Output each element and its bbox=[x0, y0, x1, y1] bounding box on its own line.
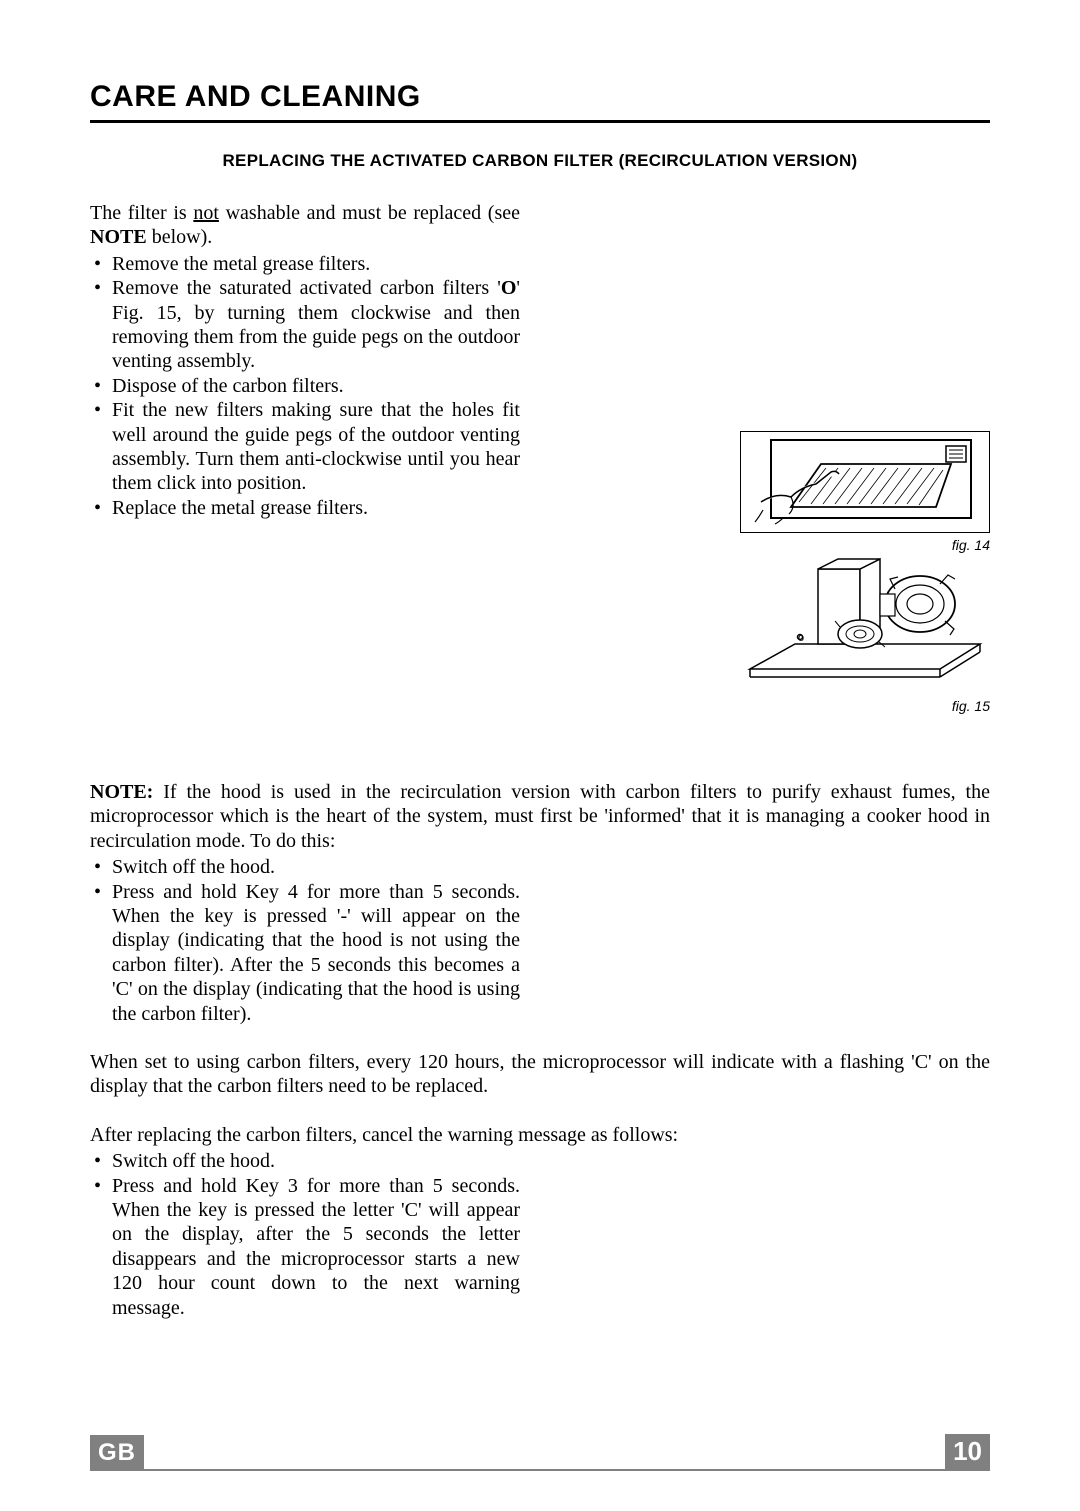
note-paragraph: NOTE: If the hood is used in the recircu… bbox=[90, 780, 990, 853]
fig14-svg bbox=[741, 432, 991, 527]
right-column: fig. 14 bbox=[550, 201, 990, 520]
list-item: Press and hold Key 4 for more than 5 sec… bbox=[90, 880, 520, 1026]
intro-paragraph: The filter is not washable and must be r… bbox=[90, 201, 520, 250]
page-container: CARE AND CLEANING REPLACING THE ACTIVATE… bbox=[0, 0, 1080, 1511]
steps-list-c: Switch off the hood. Press and hold Key … bbox=[90, 1149, 520, 1320]
note-label: NOTE: bbox=[90, 781, 153, 803]
footer-country-code: GB bbox=[90, 1435, 144, 1469]
paragraph-c: When set to using carbon filters, every … bbox=[90, 1050, 990, 1099]
figure-14: fig. 14 bbox=[740, 431, 990, 553]
footer-rule bbox=[90, 1469, 990, 1471]
list-item: Replace the metal grease filters. bbox=[90, 496, 520, 520]
list-item-text: Remove the saturated activated carbon fi… bbox=[112, 277, 520, 372]
figure-15: o fig. 15 bbox=[740, 549, 990, 714]
intro-post: washable and must be replaced (see bbox=[219, 202, 520, 224]
o-marker: o bbox=[798, 632, 804, 644]
list-item: Switch off the hood. bbox=[90, 855, 520, 879]
o-label: O bbox=[501, 277, 517, 299]
intro-note-word: NOTE bbox=[90, 226, 147, 248]
steps-list-b: Switch off the hood. Press and hold Key … bbox=[90, 855, 520, 1026]
page-footer: GB 10 bbox=[90, 1469, 990, 1471]
intro-post2: below). bbox=[147, 226, 213, 248]
left-column: The filter is not washable and must be r… bbox=[90, 201, 520, 520]
list-item: Switch off the hood. bbox=[90, 1149, 520, 1173]
intro-pre: The filter is bbox=[90, 202, 193, 224]
sub-heading: REPLACING THE ACTIVATED CARBON FILTER (R… bbox=[90, 151, 990, 171]
footer-page-number: 10 bbox=[945, 1434, 990, 1469]
list-item: Fit the new filters making sure that the… bbox=[90, 398, 520, 496]
fig15-svg: o bbox=[740, 549, 990, 689]
list-item: Remove the saturated activated carbon fi… bbox=[90, 276, 520, 374]
intro-not: not bbox=[193, 202, 219, 224]
main-heading: CARE AND CLEANING bbox=[90, 80, 990, 114]
note-section: NOTE: If the hood is used in the recircu… bbox=[90, 780, 990, 1320]
note-text: If the hood is used in the recirculation… bbox=[90, 781, 990, 852]
paragraph-d: After replacing the carbon filters, canc… bbox=[90, 1123, 990, 1147]
steps-list-a: Remove the metal grease filters. Remove … bbox=[90, 252, 520, 520]
two-column-layout: The filter is not washable and must be r… bbox=[90, 201, 990, 520]
list-item: Remove the metal grease filters. bbox=[90, 252, 520, 276]
figure-14-image bbox=[740, 431, 990, 533]
figure-15-caption: fig. 15 bbox=[740, 698, 990, 714]
list-item: Press and hold Key 3 for more than 5 sec… bbox=[90, 1174, 520, 1320]
figure-15-image: o bbox=[740, 549, 990, 694]
list-item: Dispose of the carbon filters. bbox=[90, 374, 520, 398]
heading-rule bbox=[90, 120, 990, 123]
